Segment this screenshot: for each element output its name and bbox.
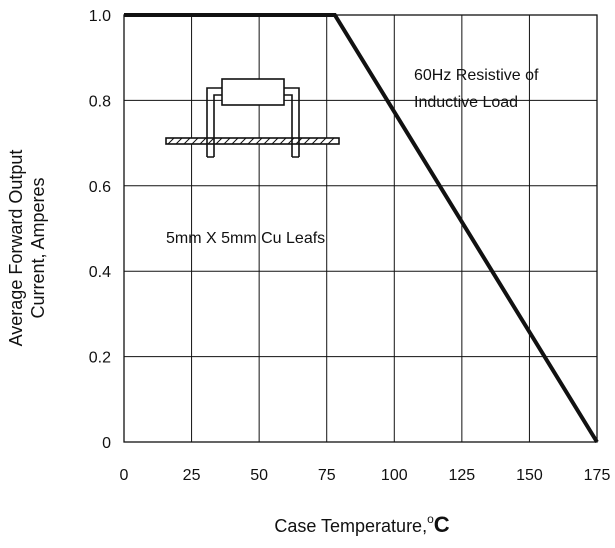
x-axis-label-prefix: Case Temperature,	[274, 516, 427, 536]
y-tick-label: 0.6	[89, 179, 111, 196]
x-tick-label: 150	[516, 467, 543, 484]
y-axis-label-line1: Average Forward Output	[6, 150, 26, 347]
series-line	[124, 13, 599, 444]
plot-frame	[123, 14, 598, 443]
y-tick-label: 1.0	[89, 8, 111, 25]
series-layer	[124, 13, 599, 444]
y-tick-label: 0	[102, 435, 111, 452]
x-tick-label: 100	[381, 467, 408, 484]
y-axis-label-line2: Current, Amperes	[28, 177, 48, 318]
y-tick-label: 0.8	[89, 93, 111, 110]
annotation-pad: 5mm X 5mm Cu Leafs	[166, 230, 325, 247]
x-tick-label: 50	[250, 467, 268, 484]
x-tick-label: 75	[318, 467, 336, 484]
component-diagram-icon	[165, 78, 340, 158]
annotation-load-line1: 60Hz Resistive of	[414, 67, 539, 84]
x-tick-label: 175	[584, 467, 611, 484]
x-axis-label-degree: o	[427, 512, 434, 526]
x-tick-label: 0	[120, 467, 129, 484]
annotation-load-line2: Inductive Load	[414, 94, 518, 111]
x-axis-label-unit: C	[434, 512, 450, 537]
y-tick-label: 0.4	[89, 264, 111, 281]
x-axis-label: Case Temperature,oC	[274, 512, 449, 537]
x-tick-label: 125	[449, 467, 476, 484]
tick-labels: 0 25 50 75 100 125 150 175 0 0.2 0.4 0.6 0.8 1.0	[89, 8, 611, 484]
x-tick-label: 25	[183, 467, 201, 484]
y-tick-label: 0.2	[89, 350, 111, 367]
